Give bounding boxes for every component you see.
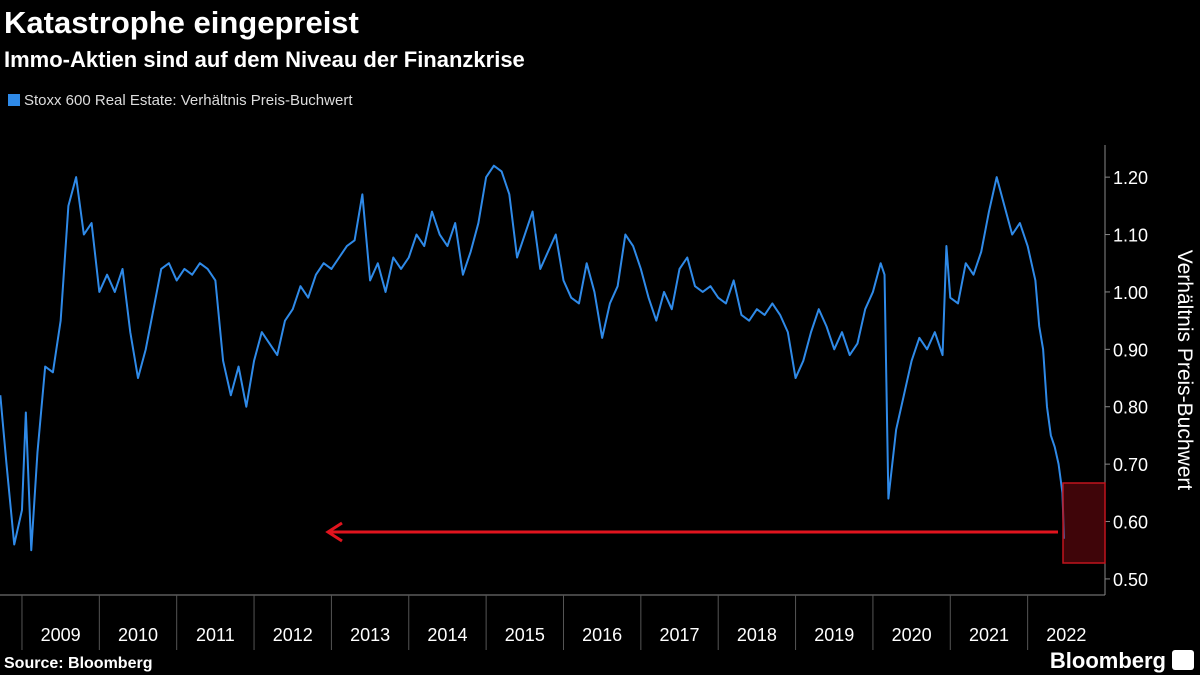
x-tick-label: 2009	[41, 625, 81, 645]
x-tick-label: 2010	[118, 625, 158, 645]
line-series	[0, 164, 1065, 552]
x-tick-label: 2018	[737, 625, 777, 645]
y-tick-label: 1.10	[1113, 226, 1148, 246]
x-tick-label: 2019	[814, 625, 854, 645]
x-tick-label: 2020	[892, 625, 932, 645]
x-tick-label: 2022	[1046, 625, 1086, 645]
y-tick-label: 0.70	[1113, 455, 1148, 475]
x-tick-label: 2012	[273, 625, 313, 645]
x-tick-label: 2021	[969, 625, 1009, 645]
y-tick-label: 0.60	[1113, 513, 1148, 533]
x-tick-label: 2014	[427, 625, 467, 645]
y-tick-label: 1.00	[1113, 283, 1148, 303]
chart-title: Katastrophe eingepreist	[4, 5, 359, 40]
x-tick-label: 2017	[660, 625, 700, 645]
chart-subtitle: Immo-Aktien sind auf dem Niveau der Fina…	[4, 47, 525, 72]
y-tick-label: 0.80	[1113, 398, 1148, 418]
x-tick-label: 2016	[582, 625, 622, 645]
logo-icon	[1172, 650, 1194, 670]
legend-label: Stoxx 600 Real Estate: Verhältnis Preis-…	[24, 92, 353, 109]
legend-swatch	[8, 94, 20, 106]
x-tick-label: 2015	[505, 625, 545, 645]
x-tick-label: 2011	[196, 625, 235, 645]
y-tick-label: 0.90	[1113, 340, 1148, 360]
y-tick-label: 0.50	[1113, 570, 1148, 590]
highlight-box	[1062, 482, 1106, 564]
logo: Bloomberg	[1050, 648, 1166, 673]
y-tick-label: 1.20	[1113, 168, 1148, 188]
source: Source: Bloomberg	[4, 655, 152, 672]
x-tick-label: 2013	[350, 625, 390, 645]
y-axis-label: Verhältnis Preis-Buchwert	[1173, 250, 1196, 491]
arrow-head	[325, 521, 343, 543]
